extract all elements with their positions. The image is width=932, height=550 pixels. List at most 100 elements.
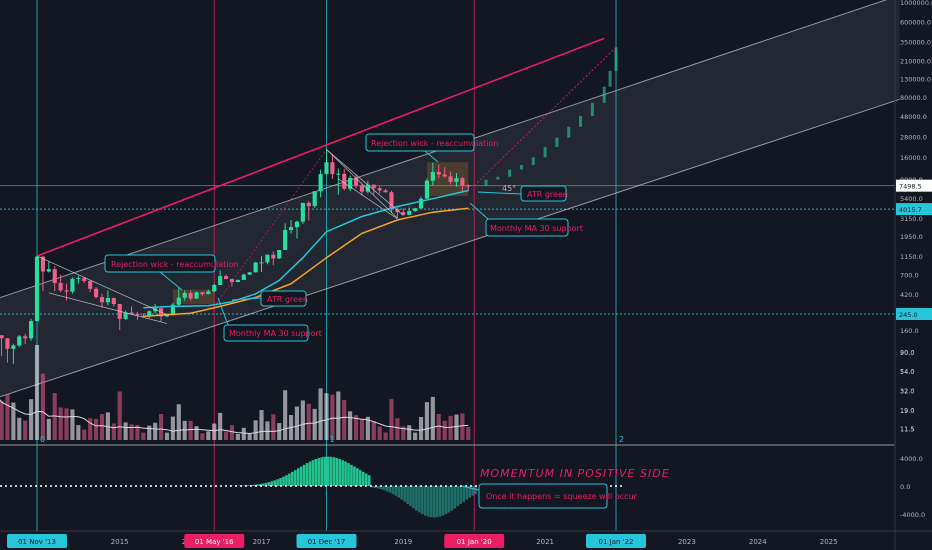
momentum-bar <box>282 476 285 486</box>
candle-body <box>407 210 412 215</box>
momentum-bar <box>367 475 371 486</box>
momentum-bar <box>252 484 256 486</box>
momentum-bar <box>311 460 315 486</box>
volume-bar <box>330 394 335 440</box>
projected-candle <box>608 70 612 87</box>
momentum-bar <box>385 486 389 492</box>
time-tick: 2017 <box>253 538 271 546</box>
volume-bar <box>430 396 435 440</box>
momentum-bar <box>356 468 359 486</box>
volume-bar <box>153 422 158 440</box>
momentum-bar <box>382 486 386 491</box>
annotation-ma30-2: Monthly MA 30 support <box>485 218 583 237</box>
candle <box>241 273 246 281</box>
candle-body <box>448 176 453 182</box>
candle <box>265 254 270 265</box>
candle <box>342 168 347 191</box>
candle-body <box>377 188 382 191</box>
momentum-bar <box>418 486 421 513</box>
candle <box>348 175 353 192</box>
candle-body <box>0 335 4 339</box>
momentum-bar <box>335 457 339 486</box>
volume-bar <box>436 413 441 440</box>
candle <box>94 287 99 299</box>
candle-body <box>200 292 205 295</box>
volume-bar <box>76 425 81 440</box>
candle-body <box>188 292 193 299</box>
volume-bar <box>401 426 406 440</box>
time-tick: 2015 <box>111 538 129 546</box>
candle <box>46 261 51 273</box>
cycle-markers: 0 1 2 <box>40 435 624 444</box>
volume-bar <box>353 415 359 440</box>
momentum-bar <box>326 456 330 486</box>
candle-body <box>147 311 152 317</box>
candle <box>318 169 323 198</box>
candle <box>182 290 187 301</box>
annotation-pointer <box>424 150 439 163</box>
candle <box>147 310 152 319</box>
volume-bar <box>111 423 116 440</box>
volume-bar <box>283 390 288 440</box>
momentum-bar <box>459 486 463 504</box>
date-tag-label: 01 Nov '13 <box>18 538 56 546</box>
candle <box>229 278 235 287</box>
candle-body <box>383 190 388 193</box>
volume-bar <box>294 406 300 440</box>
price-tick: 5400.0 <box>900 195 923 203</box>
candle <box>418 196 424 209</box>
momentum-bar <box>421 486 424 515</box>
candle <box>212 283 217 293</box>
candle <box>401 208 406 216</box>
momentum-bar <box>338 458 341 486</box>
candle <box>123 310 128 320</box>
price-tick: 130000.0 <box>900 76 931 84</box>
projected-candle <box>602 86 606 103</box>
candle <box>29 318 34 341</box>
volume-bar <box>0 400 4 440</box>
volume-bar <box>383 432 388 440</box>
momentum-bar <box>344 461 347 486</box>
annotation-pointer <box>461 485 480 491</box>
time-tick: 2021 <box>536 538 554 546</box>
momentum-bar <box>444 486 448 515</box>
candle <box>105 290 110 306</box>
candle <box>111 297 116 307</box>
annotation-text: Once it happens = squeeze will occur <box>486 492 638 501</box>
candle <box>324 149 329 175</box>
candle <box>0 334 4 356</box>
volume-bar <box>11 402 16 440</box>
candle-body <box>212 284 217 292</box>
candle-body <box>336 173 341 175</box>
momentum-bar <box>246 485 250 486</box>
candle-body <box>40 256 45 272</box>
candle-body <box>318 174 323 192</box>
candle <box>52 266 57 292</box>
candle-body <box>454 178 459 182</box>
candlesticks <box>0 149 471 364</box>
candle <box>194 291 199 300</box>
candle <box>188 290 193 301</box>
price-badge-bg <box>896 308 932 320</box>
candle <box>336 168 341 195</box>
date-tag-bg <box>444 534 505 548</box>
candle <box>377 186 382 194</box>
price-tick: 1150.0 <box>900 253 923 261</box>
candle-body <box>58 282 63 291</box>
candle-body <box>330 162 335 175</box>
candle <box>300 202 305 224</box>
candle <box>413 207 418 212</box>
price-tick: 700.0 <box>900 272 919 280</box>
candle <box>247 272 252 276</box>
candle <box>294 220 300 239</box>
time-tick: 2025 <box>820 538 838 546</box>
candle-body <box>182 292 187 298</box>
candle-body <box>29 321 34 339</box>
volume-bar <box>448 415 453 440</box>
candle <box>330 154 335 179</box>
volume-bar <box>259 410 264 440</box>
annotation-atr-1: ATR green <box>260 290 308 307</box>
momentum-bar <box>332 457 336 486</box>
projection-guide <box>473 47 617 186</box>
momentum-axis: 4000.0 0.0 -4000.0 <box>900 455 925 519</box>
